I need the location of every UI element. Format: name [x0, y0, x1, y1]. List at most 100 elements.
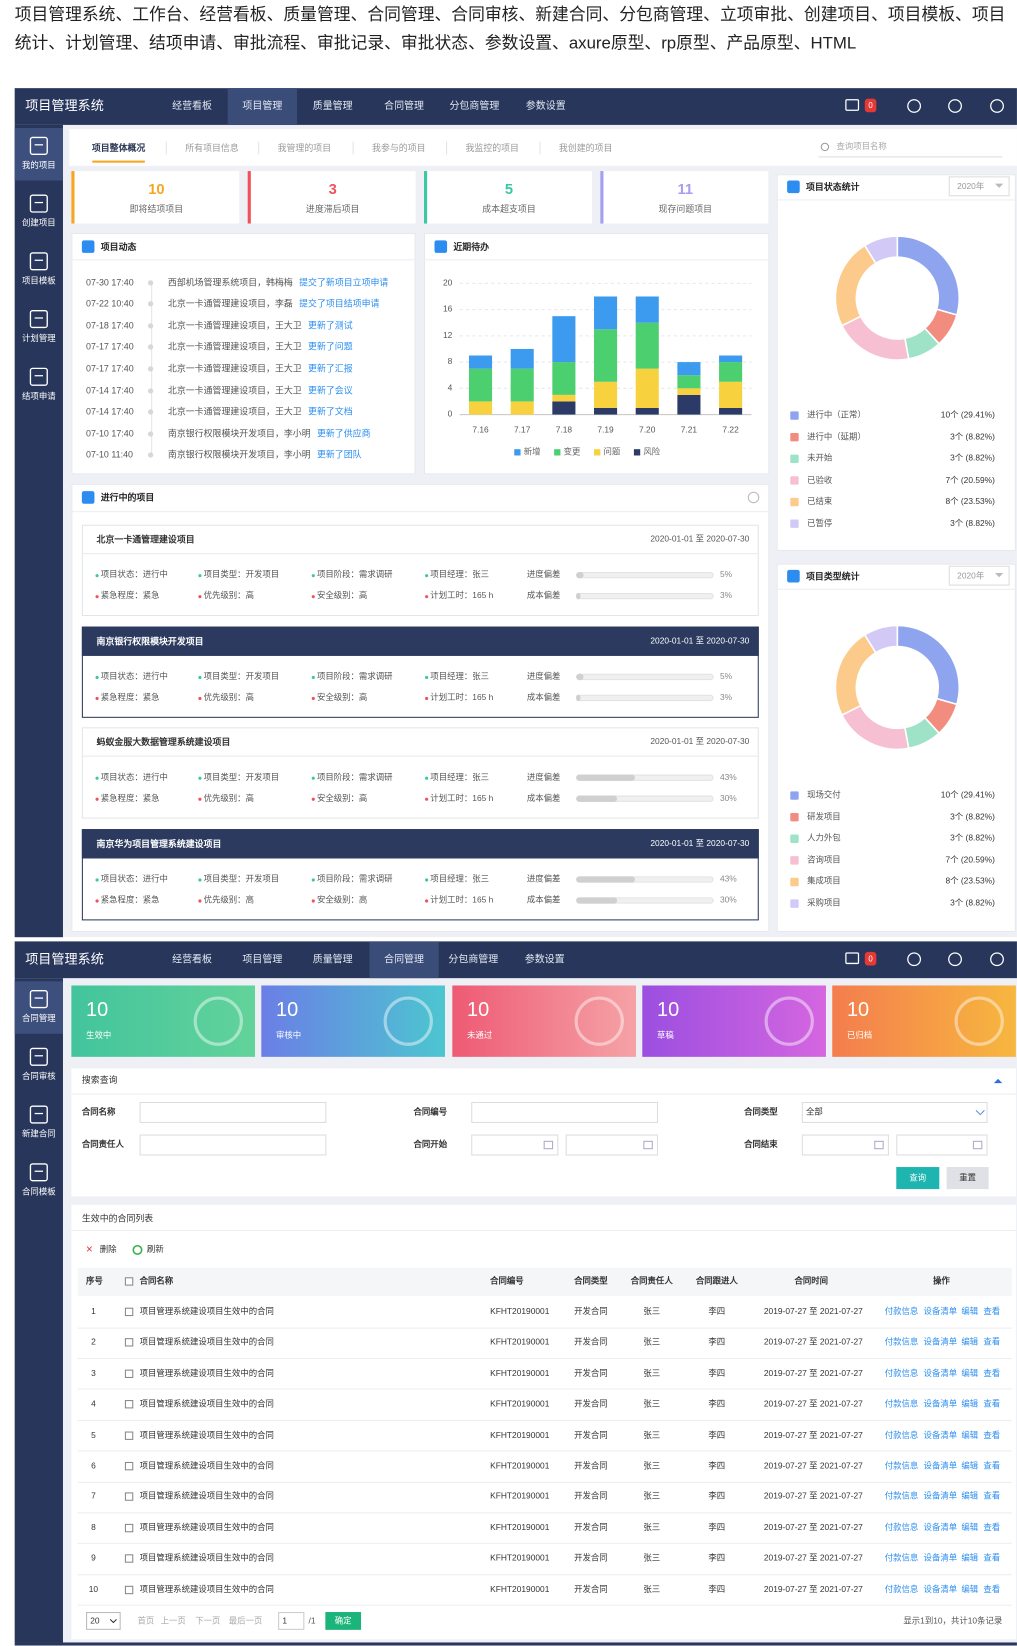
- nav-item[interactable]: 分包商管理: [449, 100, 500, 112]
- row-action[interactable]: 设备清单: [923, 1553, 958, 1563]
- year-select[interactable]: [948, 565, 1010, 586]
- checkbox[interactable]: [124, 1461, 134, 1471]
- nav-item[interactable]: 经营看板: [172, 100, 213, 112]
- row-action[interactable]: 付款信息: [884, 1368, 919, 1378]
- row-action[interactable]: 查看: [983, 1430, 1001, 1440]
- side-item[interactable]: 新建合同: [22, 1129, 56, 1139]
- checkbox[interactable]: [124, 1307, 134, 1317]
- page-link[interactable]: 最后一页: [228, 1615, 263, 1626]
- row-action[interactable]: 设备清单: [923, 1337, 958, 1347]
- checkbox[interactable]: [124, 1554, 134, 1563]
- nav-item[interactable]: 分包商管理: [448, 953, 499, 966]
- project-name[interactable]: 北京一卡通管理建设项目: [96, 533, 195, 545]
- row-action[interactable]: 设备清单: [923, 1460, 958, 1471]
- row-action[interactable]: 编辑: [961, 1491, 979, 1502]
- row-action[interactable]: 查看: [983, 1553, 1001, 1563]
- side-item[interactable]: 项目模板: [22, 276, 56, 286]
- checkbox[interactable]: [124, 1277, 134, 1286]
- btn-label[interactable]: 重置: [959, 1172, 977, 1183]
- row-action[interactable]: 编辑: [961, 1522, 979, 1533]
- row-action[interactable]: 付款信息: [884, 1491, 919, 1502]
- row-action[interactable]: 编辑: [961, 1430, 979, 1440]
- type-select[interactable]: [801, 1101, 988, 1123]
- go-btn[interactable]: [325, 1612, 362, 1630]
- btn-query[interactable]: [896, 1167, 940, 1190]
- row-action[interactable]: 付款信息: [884, 1306, 919, 1317]
- row-action[interactable]: 编辑: [961, 1460, 979, 1471]
- row-action[interactable]: 设备清单: [923, 1491, 958, 1502]
- page-link[interactable]: 上一页: [160, 1615, 186, 1626]
- checkbox[interactable]: [124, 1585, 134, 1594]
- row-action[interactable]: 设备清单: [923, 1522, 958, 1533]
- row-action[interactable]: 编辑: [961, 1306, 979, 1317]
- checkbox[interactable]: [124, 1338, 134, 1347]
- text-input[interactable]: [139, 1134, 327, 1156]
- row-action[interactable]: 设备清单: [923, 1584, 958, 1594]
- row-action[interactable]: 付款信息: [884, 1553, 919, 1563]
- side-item[interactable]: 合同管理: [22, 1013, 56, 1024]
- go-label[interactable]: 确定: [334, 1615, 352, 1626]
- row-action[interactable]: 付款信息: [884, 1522, 919, 1533]
- page-input[interactable]: [278, 1612, 305, 1630]
- row-action[interactable]: 查看: [983, 1368, 1001, 1378]
- checkbox[interactable]: [124, 1369, 134, 1378]
- text-input[interactable]: [565, 1134, 659, 1156]
- row-action[interactable]: 查看: [983, 1337, 1001, 1347]
- text-input[interactable]: [801, 1134, 889, 1156]
- project-name[interactable]: 蚂蚁金服大数据管理系统建设项目: [96, 736, 231, 747]
- project-name[interactable]: 南京银行权限模块开发项目: [96, 635, 204, 646]
- nav-item[interactable]: 经营看板: [172, 953, 213, 966]
- row-action[interactable]: 付款信息: [884, 1584, 919, 1594]
- row-action[interactable]: 设备清单: [923, 1399, 958, 1409]
- side-item[interactable]: 合同审核: [22, 1071, 56, 1081]
- tab[interactable]: 项目整体概况: [91, 142, 146, 153]
- page-link[interactable]: 下一页: [195, 1615, 221, 1626]
- row-action[interactable]: 编辑: [961, 1337, 979, 1347]
- btn-label[interactable]: 查询: [909, 1172, 927, 1183]
- side-item[interactable]: 创建项目: [22, 218, 56, 228]
- side-item[interactable]: 计划管理: [22, 333, 56, 344]
- btn-reset[interactable]: [946, 1167, 989, 1190]
- row-action[interactable]: 付款信息: [884, 1399, 919, 1409]
- text-input[interactable]: [471, 1134, 559, 1156]
- row-action[interactable]: 查看: [983, 1522, 1001, 1533]
- row-action[interactable]: 设备清单: [923, 1306, 958, 1317]
- row-action[interactable]: 查看: [983, 1399, 1001, 1409]
- tab[interactable]: 我参与的项目: [372, 142, 426, 153]
- row-action[interactable]: 查看: [983, 1491, 1001, 1502]
- nav-item[interactable]: 项目管理: [242, 953, 283, 966]
- side-item[interactable]: 合同模板: [22, 1186, 56, 1197]
- toolbar-btn[interactable]: 删除: [99, 1244, 117, 1255]
- tab[interactable]: 所有项目信息: [185, 142, 239, 153]
- side-item[interactable]: 我的项目: [22, 160, 56, 171]
- row-action[interactable]: 设备清单: [923, 1368, 958, 1378]
- tab[interactable]: 我监控的项目: [465, 142, 519, 153]
- tab[interactable]: 我管理的项目: [277, 142, 332, 153]
- text-input[interactable]: [471, 1101, 659, 1123]
- search-input[interactable]: 查询项目名称: [836, 141, 887, 152]
- nav-item[interactable]: 项目管理: [242, 100, 283, 112]
- year-select[interactable]: [948, 176, 1010, 197]
- row-action[interactable]: 编辑: [961, 1584, 979, 1594]
- checkbox[interactable]: [124, 1492, 134, 1502]
- project-name[interactable]: 南京华为项目管理系统建设项目: [96, 838, 222, 849]
- nav-item[interactable]: 质量管理: [312, 953, 353, 966]
- row-action[interactable]: 查看: [983, 1306, 1001, 1317]
- row-action[interactable]: 查看: [983, 1584, 1001, 1594]
- row-action[interactable]: 编辑: [961, 1553, 979, 1563]
- toolbar-btn[interactable]: 刷新: [146, 1244, 164, 1255]
- row-action[interactable]: 编辑: [961, 1368, 979, 1378]
- row-action[interactable]: 付款信息: [884, 1430, 919, 1440]
- row-action[interactable]: 付款信息: [884, 1337, 919, 1347]
- nav-item[interactable]: 质量管理: [312, 100, 353, 112]
- text-input[interactable]: [139, 1101, 327, 1123]
- checkbox[interactable]: [124, 1400, 134, 1409]
- page-link[interactable]: 首页: [137, 1615, 155, 1626]
- page-size[interactable]: [86, 1612, 121, 1630]
- checkbox[interactable]: [124, 1523, 134, 1533]
- checkbox[interactable]: [124, 1431, 134, 1440]
- row-action[interactable]: 编辑: [961, 1399, 979, 1409]
- nav-item[interactable]: 参数设置: [525, 100, 566, 112]
- row-action[interactable]: 查看: [983, 1460, 1001, 1471]
- nav-item[interactable]: 合同管理: [384, 953, 425, 966]
